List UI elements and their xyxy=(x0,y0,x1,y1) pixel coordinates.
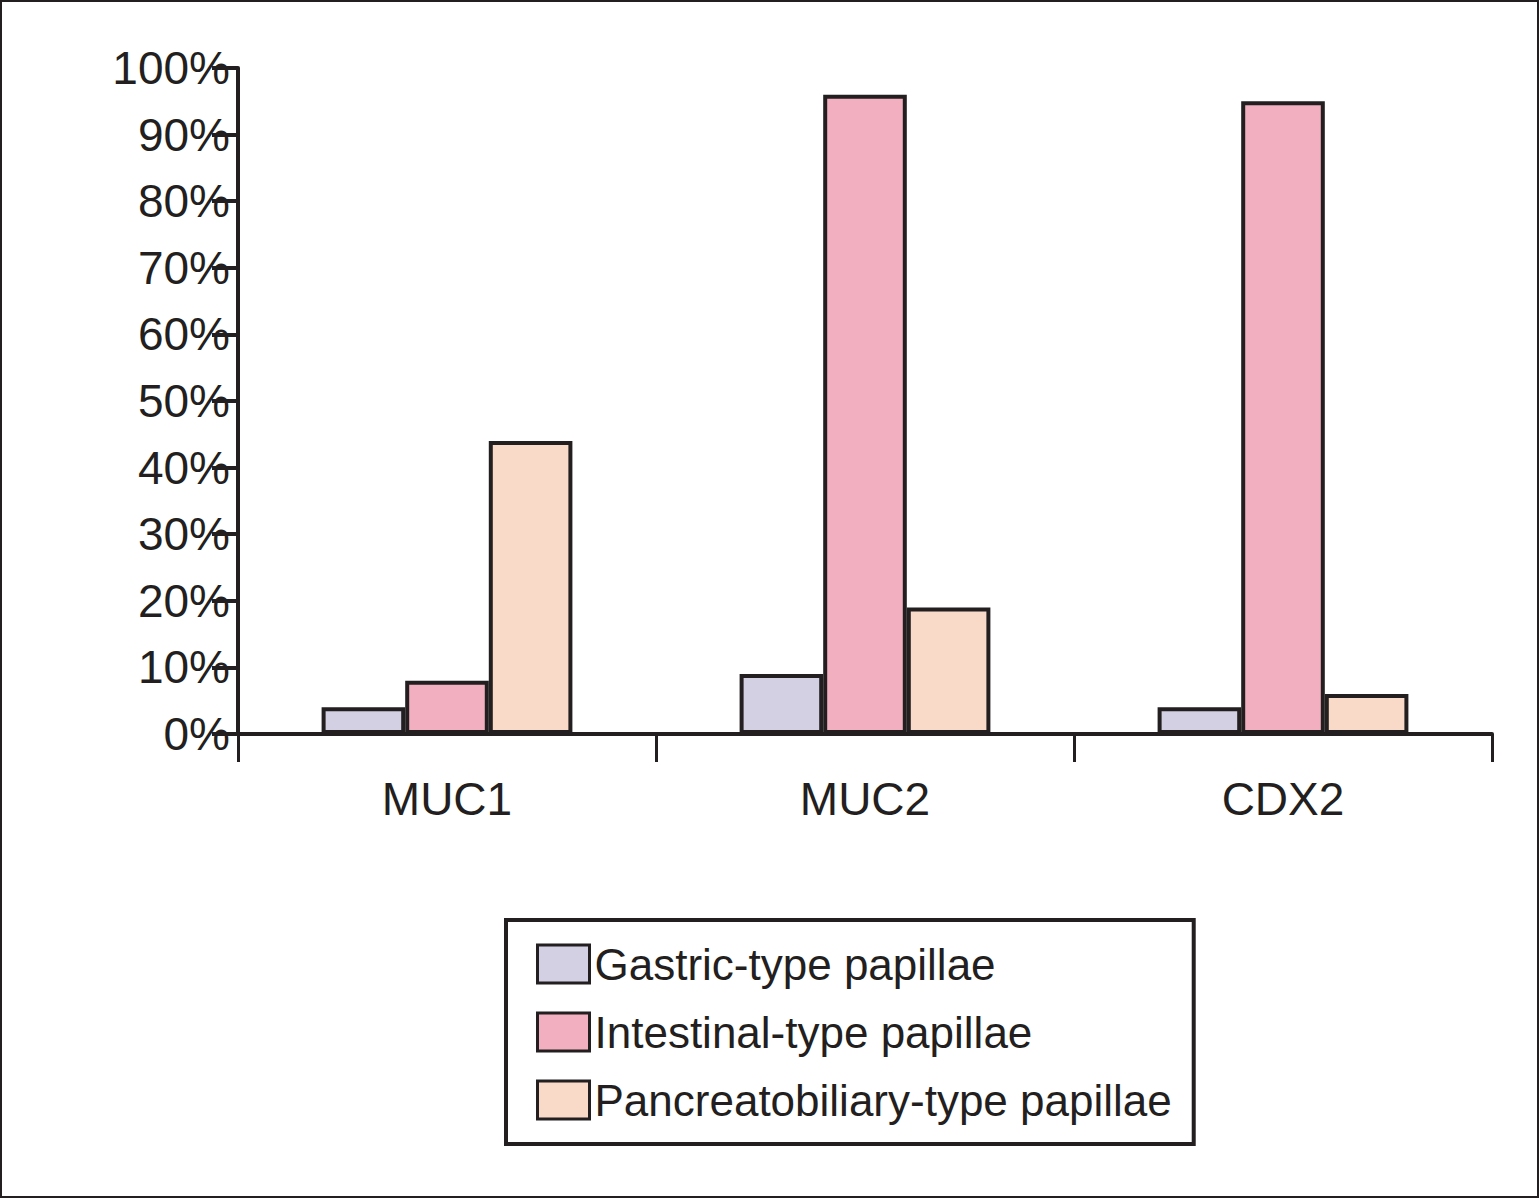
svg-text:60%: 60% xyxy=(138,308,230,360)
svg-text:10%: 10% xyxy=(138,641,230,693)
svg-text:50%: 50% xyxy=(138,375,230,427)
svg-text:30%: 30% xyxy=(138,508,230,560)
svg-text:70%: 70% xyxy=(138,242,230,294)
svg-text:20%: 20% xyxy=(138,575,230,627)
svg-text:100%: 100% xyxy=(112,42,230,94)
svg-text:MUC1: MUC1 xyxy=(382,773,512,825)
svg-text:90%: 90% xyxy=(138,109,230,161)
svg-text:0%: 0% xyxy=(164,708,230,760)
svg-text:Gastric-type papillae: Gastric-type papillae xyxy=(595,940,996,989)
svg-text:80%: 80% xyxy=(138,175,230,227)
svg-text:Pancreatobiliary-type papillae: Pancreatobiliary-type papillae xyxy=(595,1076,1172,1125)
svg-text:Intestinal-type papillae: Intestinal-type papillae xyxy=(595,1008,1033,1057)
svg-text:CDX2: CDX2 xyxy=(1222,773,1345,825)
svg-text:MUC2: MUC2 xyxy=(800,773,930,825)
svg-text:40%: 40% xyxy=(138,442,230,494)
